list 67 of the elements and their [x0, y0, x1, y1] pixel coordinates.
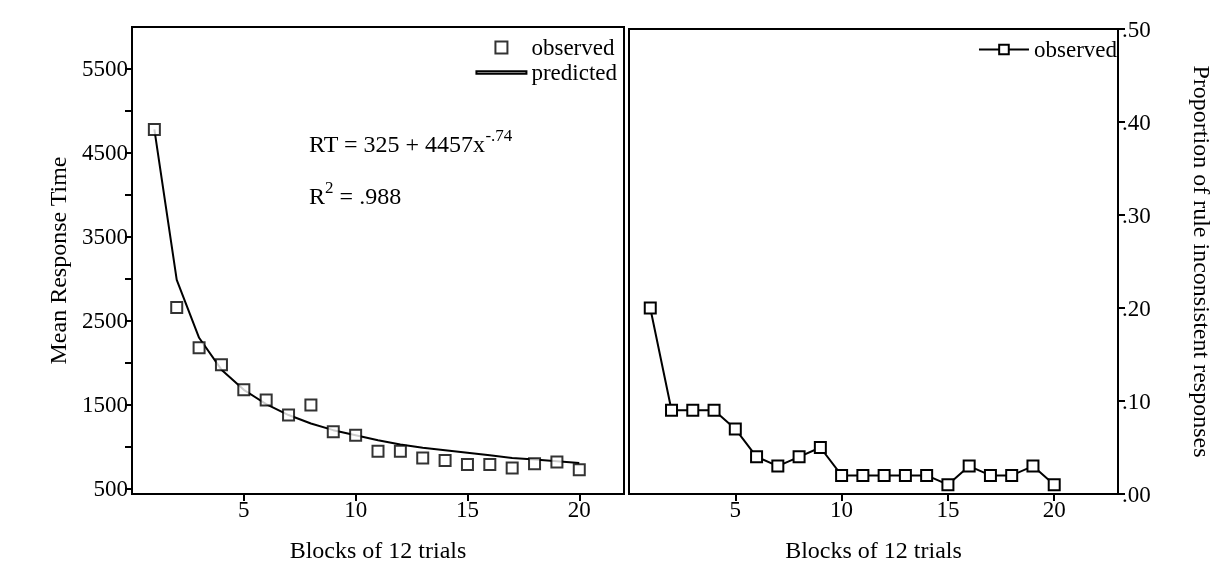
- legend-label: observed: [1033, 37, 1118, 62]
- y-tick-label: 2500: [82, 308, 128, 334]
- x-tick-label: 5: [238, 497, 250, 522]
- legend-label: observed: [531, 35, 615, 60]
- y2-tick-label: .10: [1122, 388, 1151, 414]
- x-tick-label: 15: [936, 497, 960, 522]
- x-tick-label: 20: [567, 497, 591, 522]
- y-tick-label: 4500: [82, 140, 128, 166]
- x-axis-title: Blocks of 12 trials: [785, 537, 962, 563]
- point: [686, 403, 700, 417]
- point: [1047, 478, 1061, 492]
- point: [170, 301, 184, 315]
- point: [550, 455, 564, 469]
- x-tick-label: 20: [1042, 497, 1066, 522]
- y-tick-label: 500: [93, 476, 128, 502]
- point: [528, 457, 542, 471]
- x-axis-title: Blocks of 12 trials: [289, 537, 467, 563]
- legend-label: predicted: [531, 60, 618, 85]
- point: [877, 468, 891, 482]
- y2-tick-label: .50: [1122, 16, 1151, 42]
- x-tick-label: 10: [344, 497, 368, 522]
- y2-tick-label: .40: [1122, 109, 1151, 135]
- point: [192, 341, 206, 355]
- point: [237, 383, 251, 397]
- point: [371, 444, 385, 458]
- point: [416, 451, 430, 465]
- y-axis-title: Mean Response Time: [45, 156, 71, 365]
- point: [898, 468, 912, 482]
- x-tick-label: 10: [830, 497, 854, 522]
- point: [393, 444, 407, 458]
- y2-tick-label: .00: [1122, 481, 1151, 507]
- point: [665, 403, 679, 417]
- point: [460, 458, 474, 472]
- point: [1005, 468, 1019, 482]
- point: [147, 122, 161, 136]
- point: [349, 428, 363, 442]
- x-tick-label: 5: [729, 497, 742, 522]
- point: [856, 468, 870, 482]
- point: [643, 301, 657, 315]
- point: [438, 453, 452, 467]
- point: [259, 393, 273, 407]
- point: [983, 468, 997, 482]
- point: [1026, 459, 1040, 473]
- y-tick-label: 5500: [82, 56, 128, 82]
- x-tick-label: 15: [455, 497, 479, 522]
- point: [707, 403, 721, 417]
- point: [728, 422, 742, 436]
- point: [282, 408, 296, 422]
- point: [326, 425, 340, 439]
- point: [505, 461, 519, 475]
- point: [813, 441, 827, 454]
- y2-axis-title: Proportion of rule inconsistent responses: [1189, 65, 1215, 458]
- point: [572, 463, 586, 477]
- point: [483, 458, 497, 472]
- point: [750, 450, 764, 464]
- point: [771, 459, 785, 473]
- point: [941, 478, 955, 492]
- point: [962, 459, 976, 473]
- y2-tick-label: .30: [1122, 202, 1151, 228]
- point: [920, 468, 934, 482]
- point: [835, 468, 849, 482]
- y-tick-label: 3500: [82, 224, 128, 250]
- point: [214, 358, 228, 372]
- point: [792, 450, 806, 464]
- y-tick-label: 1500: [82, 392, 128, 418]
- y2-tick-label: .20: [1122, 295, 1151, 321]
- point: [304, 398, 318, 412]
